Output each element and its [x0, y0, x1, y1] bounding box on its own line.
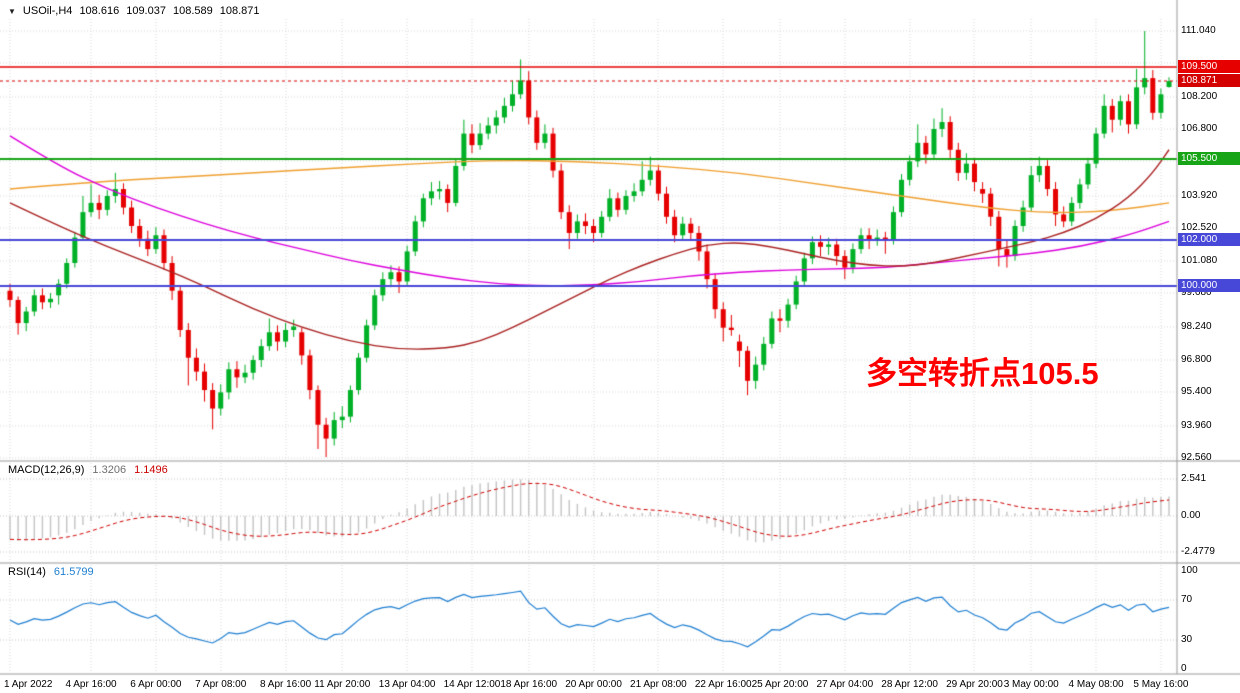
price-axis-label: 106.800: [1181, 122, 1218, 134]
time-axis-label: 13 Apr 04:00: [378, 679, 436, 690]
time-axis-label: 22 Apr 16:00: [694, 679, 752, 690]
price-axis-label: 98.240: [1181, 320, 1212, 332]
price-level-badge: 102.000: [1178, 232, 1240, 246]
ohlc-close: 108.871: [219, 5, 260, 17]
price-level-badge: 105.500: [1178, 152, 1240, 165]
macd-main-value: 1.3206: [92, 464, 127, 476]
time-axis-label: 4 Apr 16:00: [65, 679, 117, 690]
macd-signal-value: 1.1496: [134, 464, 168, 476]
rsi-scale-label: 100: [1181, 565, 1198, 576]
price-axis-label: 92.560: [1181, 452, 1212, 463]
time-axis-label: 8 Apr 16:00: [259, 679, 312, 690]
price-axis-label: 103.920: [1181, 189, 1218, 201]
time-axis-label: 21 Apr 08:00: [630, 679, 687, 690]
price-axis-label: 96.800: [1181, 354, 1212, 366]
time-axis-label: 3 May 00:00: [1003, 679, 1059, 690]
price-axis-label: 93.960: [1181, 419, 1212, 431]
macd-name: MACD(12,26,9): [8, 464, 85, 476]
time-axis-label: 7 Apr 08:00: [195, 679, 247, 690]
ohlc-open: 108.616: [79, 5, 120, 17]
rsi-name: RSI(14): [8, 566, 46, 578]
current-price-badge: 108.871: [1178, 74, 1240, 88]
time-axis-label: 14 Apr 12:00: [443, 679, 501, 690]
price-axis-label: 95.400: [1181, 386, 1212, 398]
time-axis-label: 4 May 08:00: [1068, 679, 1124, 690]
price-level-badge: 109.500: [1178, 59, 1240, 73]
symbol-info-bar: ▼ USOil-,H4 108.616 109.037 108.589 108.…: [8, 5, 260, 17]
chart-collapse-icon[interactable]: ▼: [8, 6, 16, 16]
time-axis-label: 27 Apr 04:00: [816, 679, 874, 690]
price-level-badge: 100.000: [1178, 279, 1240, 293]
macd-scale-label: 0.00: [1181, 510, 1201, 521]
rsi-indicator-label: RSI(14) 61.5799: [8, 566, 94, 578]
rsi-scale-label: 30: [1181, 633, 1193, 645]
time-axis-label: 5 May 16:00: [1133, 679, 1189, 690]
time-axis-label: 6 Apr 00:00: [130, 679, 182, 690]
rsi-value: 61.5799: [53, 566, 94, 578]
macd-scale-label: -2.4779: [1181, 546, 1215, 557]
price-axis-label: 99.680: [1181, 287, 1212, 299]
time-axis-label: 29 Apr 20:00: [946, 679, 1003, 690]
rsi-scale-label: 70: [1181, 594, 1193, 606]
time-axis-label: 18 Apr 16:00: [500, 679, 558, 690]
price-axis-label: 111.040: [1181, 25, 1216, 36]
time-axis-label: 1 Apr 2022: [4, 679, 53, 690]
price-axis-label: 101.080: [1181, 255, 1218, 267]
macd-scale-label: 2.541: [1181, 473, 1207, 485]
time-axis-label: 20 Apr 00:00: [565, 679, 622, 690]
price-axis-label: 108.200: [1181, 90, 1218, 102]
time-axis-label: 11 Apr 20:00: [314, 679, 371, 690]
macd-indicator-label: MACD(12,26,9) 1.3206 1.1496: [8, 464, 168, 476]
symbol-period-label: USOil-,H4: [22, 5, 73, 17]
ohlc-low: 108.589: [172, 5, 213, 17]
time-axis-label: 28 Apr 12:00: [881, 679, 938, 690]
chart-text-annotation: 多空转折点105.5: [866, 356, 1099, 391]
time-axis-label: 25 Apr 20:00: [751, 679, 809, 690]
rsi-scale-label: 0: [1181, 663, 1187, 674]
ohlc-high: 109.037: [126, 5, 166, 17]
price-axis-label: 102.520: [1181, 221, 1218, 233]
